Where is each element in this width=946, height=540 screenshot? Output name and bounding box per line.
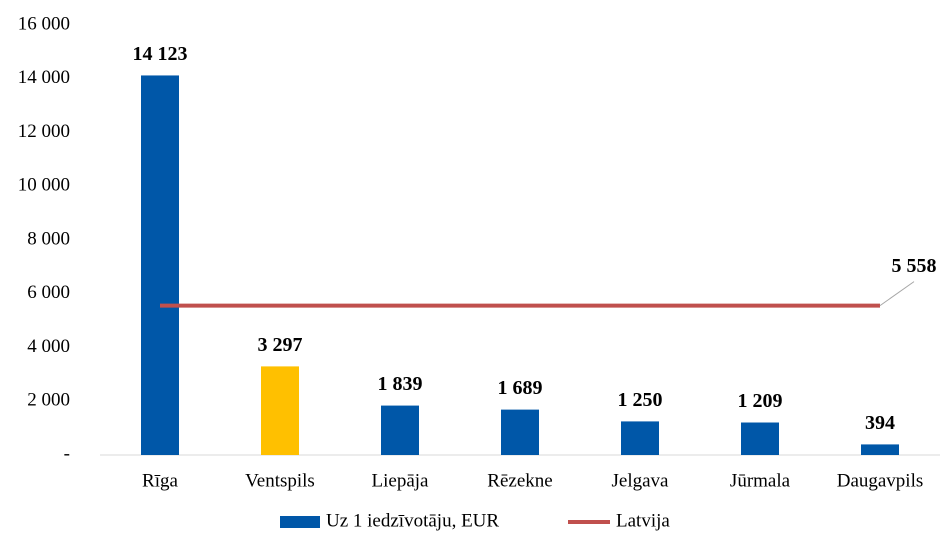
data-label: 14 123 xyxy=(133,43,188,65)
data-label: 1 839 xyxy=(378,373,423,395)
bar xyxy=(501,409,539,455)
data-label: 1 250 xyxy=(618,389,663,411)
x-tick-label: Rīga xyxy=(142,470,178,491)
x-tick-label: Jelgava xyxy=(612,470,670,491)
legend-swatch xyxy=(280,516,320,528)
x-tick-label: Ventspils xyxy=(245,470,315,491)
data-label: 1 209 xyxy=(738,390,783,412)
bar xyxy=(261,366,299,455)
bar xyxy=(381,405,419,455)
y-tick-label: 14 000 xyxy=(18,67,70,88)
y-tick-label: 6 000 xyxy=(27,282,70,303)
legend-label: Latvija xyxy=(616,510,670,531)
y-tick-label: 2 000 xyxy=(27,390,70,411)
y-tick-label: 8 000 xyxy=(27,228,70,249)
data-label: 5 558 xyxy=(892,255,937,277)
y-tick-label: 16 000 xyxy=(18,13,70,34)
legend-label: Uz 1 iedzīvotāju, EUR xyxy=(326,510,499,531)
y-tick-label: 4 000 xyxy=(27,336,70,357)
bar xyxy=(141,75,179,456)
y-tick-label: - xyxy=(64,443,70,464)
x-tick-label: Rēzekne xyxy=(487,470,552,491)
bar xyxy=(861,444,899,455)
y-tick-label: 10 000 xyxy=(18,175,70,196)
bar xyxy=(621,421,659,455)
y-tick-label: 12 000 xyxy=(18,121,70,142)
data-label: 3 297 xyxy=(258,334,303,356)
x-tick-label: Liepāja xyxy=(372,470,430,491)
data-label: 394 xyxy=(865,412,895,434)
x-tick-label: Jūrmala xyxy=(730,470,791,491)
bar xyxy=(741,422,779,455)
leader-line xyxy=(879,281,915,307)
data-label: 1 689 xyxy=(498,377,543,399)
x-tick-label: Daugavpils xyxy=(837,470,924,491)
